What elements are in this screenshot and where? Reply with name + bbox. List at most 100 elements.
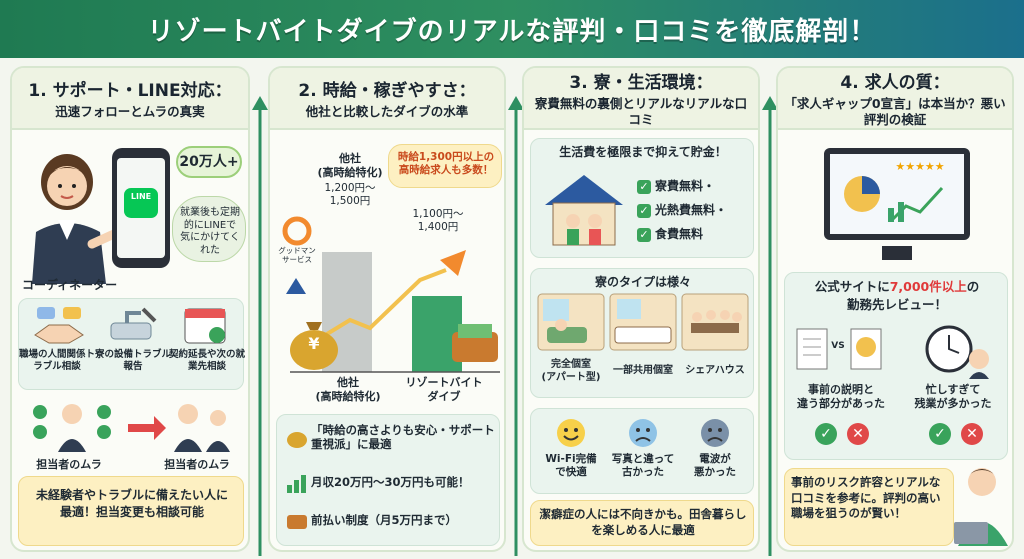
money-bag-icon: [290, 322, 338, 370]
comparison-docs-icon: [796, 328, 882, 370]
speech-bubble: 就業後も定期的にLINEで気にかけてくれた: [172, 196, 246, 262]
support-bottom-note: 未経験者やトラブルに備えたい人に最適！担当変更も相談可能: [18, 476, 244, 546]
review-count-line: 公式サイトに7,000件以上の: [785, 279, 1009, 295]
dorm-type-3: シェアハウス: [685, 365, 745, 376]
staff-label-left: 担当者のムラ: [36, 458, 102, 471]
panel-dorm: 3. 寮・生活環境： 寮費無料の裏側とリアルなリアルな口コミ 生活費を極限まで抑…: [522, 66, 760, 552]
service-3: 契約延長や次の就業先相談: [169, 349, 246, 372]
ng-circle-icon: ✕: [847, 423, 869, 445]
rating-stars: ★★★★★: [895, 160, 945, 173]
wage-points-box: 「時給の高さよりも安心・サポート重視派」に最適 月収20万円〜30万円も可能！ …: [276, 414, 500, 546]
check-1: ✓ 寮費無料・: [637, 179, 755, 194]
panel-dorm-heading: 3. 寮・生活環境：: [569, 73, 713, 94]
panel-support-header: 1. サポート・LINE対応： 迅速フォローとムラの真実: [12, 68, 248, 130]
coordinator-label: コーディネーター: [22, 278, 118, 292]
panel-dorm-subheading: 寮費無料の裏側とリアルなリアルな口コミ: [534, 96, 748, 127]
support-bottom-text: 未経験者やトラブルに備えたい人に最適！担当変更も相談可能: [35, 488, 228, 519]
check-3-text: 食費無料: [655, 227, 704, 241]
coordinator-illustration: [32, 154, 119, 284]
review-count: 7,000件以上: [889, 279, 967, 294]
handshake-icon: [34, 307, 84, 344]
dorm-type-1: 完全個室 (アパート型): [541, 359, 601, 383]
ok-circle-icon: ✓: [929, 423, 951, 445]
happy-face-icon: [557, 419, 585, 447]
ng-circle-icon: ✕: [961, 423, 983, 445]
phone-icon: [112, 148, 170, 268]
shared-room-icon: [609, 293, 677, 351]
competitor-name: グッドマン サービス: [278, 246, 316, 265]
dorm-types-title: 寮のタイプは様々: [594, 275, 691, 289]
panel-quality: 4. 求人の質： 「求人ギャップ0宣言」は本当か？悪い評判の検証 ★★★★★ 公…: [776, 66, 1014, 552]
growth-chart-icon: [287, 475, 306, 493]
services-box: 職場の人間関係トラブル相談 寮の設備トラブル報告 契約延長や次の就業先相談: [18, 298, 246, 390]
check-2-text: 光熱費無料・: [655, 203, 728, 217]
wallet-icon: [452, 324, 498, 362]
dorm-types-box: 寮のタイプは様々 完全個室 (アパート型) 一部共用個室 シェアハウス: [530, 268, 754, 398]
quality-bottom-note: 事前のリスク許容とリアルな口コミを参考に。評判の高い職場を狙うのが賢い！: [784, 468, 954, 546]
review-case-2: 忙しすぎて 残業が多かった: [914, 383, 992, 410]
bar-left-top-label: 他社 (高時給特化): [317, 152, 383, 179]
sad-face-icon: [629, 419, 657, 447]
panel-support-subheading: 迅速フォローとムラの真実: [55, 104, 205, 120]
check-3: ✓ 食費無料: [637, 227, 755, 242]
title-banner: リゾートバイトダイブのリアルな評判・口コミを徹底解剖！: [0, 0, 1024, 58]
savings-box: 生活費を極限まで抑えて貯金！ ✓ 寮費無料・ ✓ 光熱費無料・ ✓ 食費無料: [530, 138, 754, 258]
wage-point-2: 月収20万円〜30万円も可能！: [311, 475, 470, 489]
competitor-logo-2-icon: [286, 278, 306, 294]
wage-callout-text: 時給1,300円以上の高時給求人も多数！: [397, 151, 495, 177]
bar-right-range: 1,100円〜 1,400円: [412, 208, 464, 234]
panel-quality-header: 4. 求人の質： 「求人ギャップ0宣言」は本当か？悪い評判の検証: [778, 68, 1012, 130]
bar-left-range: 1,200円〜 1,500円: [324, 182, 376, 208]
check-1-text: 寮費無料・: [655, 179, 716, 193]
dorm-bottom-note: 潔癖症の人には不向きかも。田舎暮らしを楽しめる人に最適: [530, 500, 754, 546]
panel-dorm-header: 3. 寮・生活環境： 寮費無料の裏側とリアルなリアルな口コミ: [524, 68, 758, 130]
trend-line: [302, 268, 447, 350]
review-count-post: の: [966, 279, 980, 294]
dorm-review-2: 写真と違って 古かった: [611, 453, 675, 479]
staff-label-right: 担当者のムラ: [164, 458, 230, 471]
vs-label: VS: [831, 341, 845, 351]
users-badge-text: 20万人+: [179, 154, 239, 170]
frown-face-icon: [701, 419, 729, 447]
staff-variation-illustration: [33, 404, 230, 452]
reviews-box: 公式サイトに7,000件以上の 勤務先レビュー！ VS 事前の説明と 違う部分が…: [784, 272, 1008, 460]
ok-circle-icon: ✓: [815, 423, 837, 445]
panel-wage-subheading: 他社と比較したダイブの水準: [305, 104, 469, 120]
clock-stress-icon: [925, 325, 989, 379]
share-house-icon: [681, 293, 749, 351]
calendar-icon: [184, 308, 226, 344]
wage-point-3: 前払い制度（月5万円まで）: [311, 513, 458, 527]
users-badge: 20万人+: [176, 146, 242, 178]
bar-right-axis-label: リゾートバイト ダイブ: [405, 376, 483, 403]
dorm-bottom-text: 潔癖症の人には不向きかも。田舎暮らしを楽しめる人に最適: [539, 507, 747, 537]
dorm-review-1: Wi-Fi完備 で快適: [545, 453, 597, 479]
dorm-reviews-box: Wi-Fi完備 で快適 写真と違って 古かった 電波が 悪かった: [530, 408, 754, 494]
review-count-pre: 公式サイトに: [814, 279, 890, 294]
house-family-icon: [545, 175, 623, 246]
check-icon: ✓: [637, 204, 651, 218]
plumbing-icon: [110, 307, 157, 340]
speech-text: 就業後も定期的にLINEで気にかけてくれた: [180, 207, 240, 256]
panel-quality-heading: 4. 求人の質：: [840, 73, 950, 94]
dorm-review-3: 電波が 悪かった: [694, 453, 736, 479]
panel-wage-header: 2. 時給・稼ぎやすさ： 他社と比較したダイブの水準: [270, 68, 504, 130]
flow-arrow-3: [762, 96, 778, 556]
review-case-1: 事前の説明と 違う部分があった: [797, 383, 885, 410]
wallet-small-icon: [287, 515, 307, 529]
panel-support: 1. サポート・LINE対応： 迅速フォローとムラの真実 LINE 20万人+ …: [10, 66, 250, 552]
money-bag-small-icon: [287, 432, 307, 448]
check-2: ✓ 光熱費無料・: [637, 203, 755, 218]
bar-left-axis-label: 他社 (高時給特化): [315, 376, 381, 403]
flow-arrow-1: [252, 96, 268, 556]
service-2: 寮の設備トラブル報告: [95, 349, 172, 372]
person-laptop-icon: [954, 468, 1008, 546]
check-icon: ✓: [637, 228, 651, 242]
line-logo-text: LINE: [130, 192, 152, 201]
flow-arrow-2: [508, 96, 524, 556]
panel-quality-subheading: 「求人ギャップ0宣言」は本当か？悪い評判の検証: [784, 96, 1006, 127]
savings-title: 生活費を極限まで抑えて貯金！: [559, 145, 727, 159]
service-1: 職場の人間関係トラブル相談: [19, 349, 96, 372]
competitor-logo-icon: [282, 216, 312, 246]
check-icon: ✓: [637, 180, 651, 194]
private-room-icon: [537, 293, 605, 351]
